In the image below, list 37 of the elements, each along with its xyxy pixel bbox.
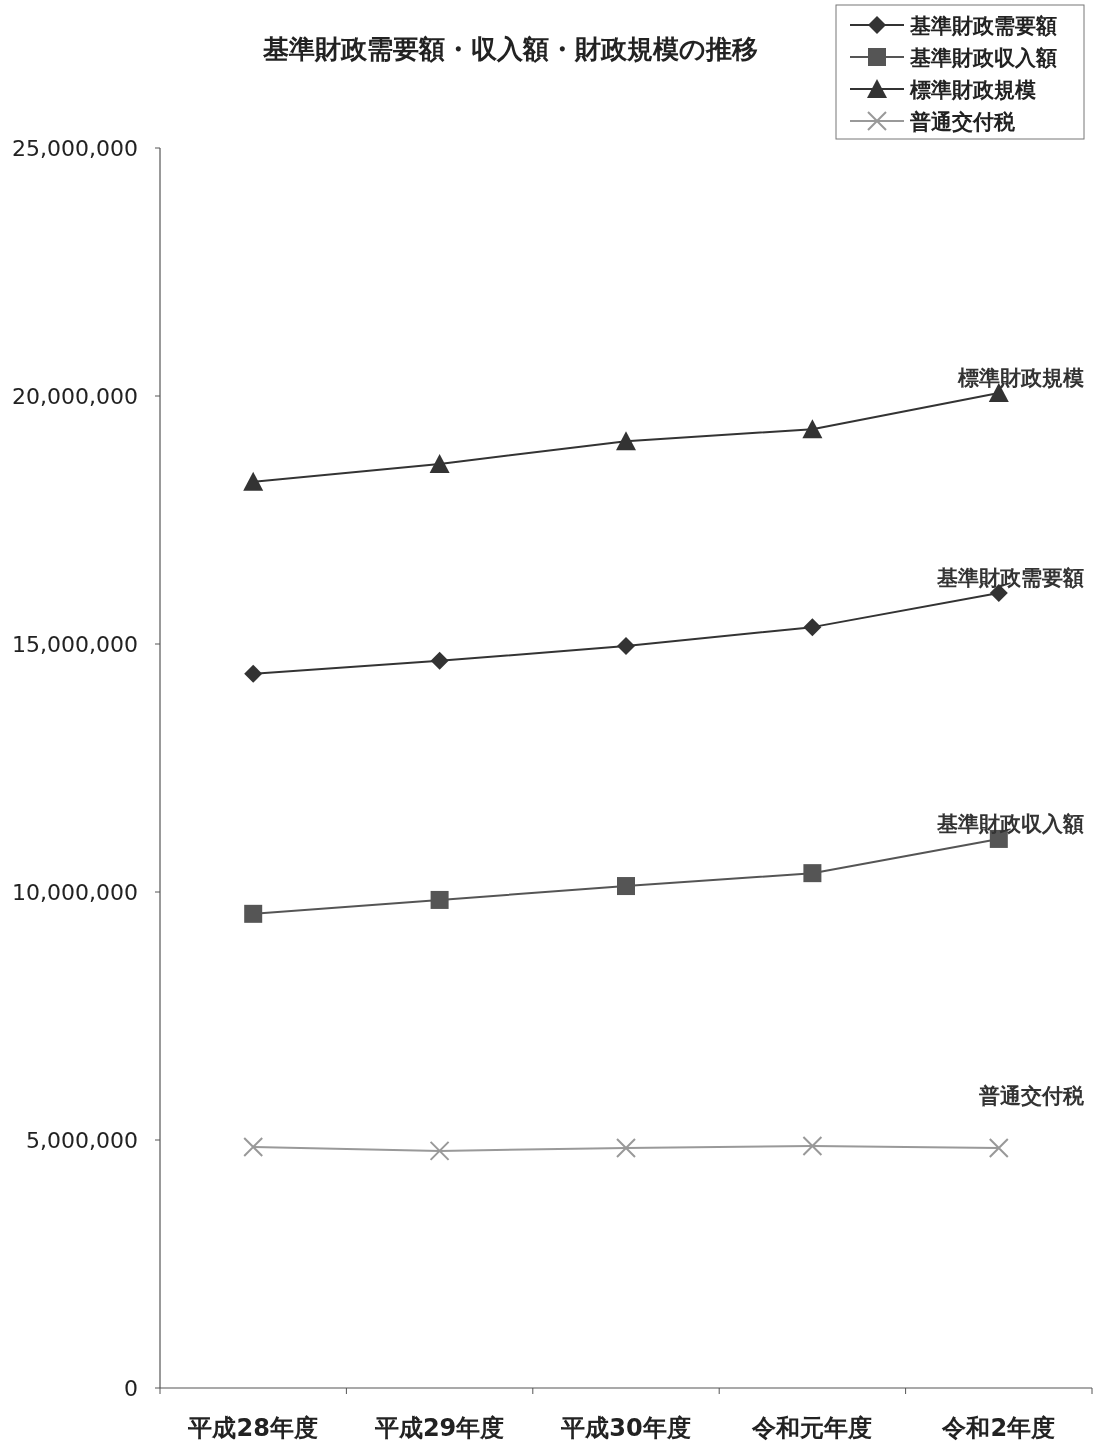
chart-title: 基準財政需要額・収入額・財政規模の推移 bbox=[261, 34, 758, 64]
point bbox=[430, 651, 449, 670]
point bbox=[429, 453, 450, 473]
point bbox=[430, 890, 449, 909]
y-tick-label: 20,000,000 bbox=[12, 384, 138, 409]
text: 普通交付税 bbox=[979, 1083, 1084, 1108]
x-tick-label: 平成30年度 bbox=[560, 1414, 691, 1442]
y-tick-label: 25,000,000 bbox=[12, 136, 138, 161]
legend-label: 基準財政収入額 bbox=[909, 46, 1057, 70]
point bbox=[616, 1137, 636, 1158]
point bbox=[802, 1135, 823, 1156]
x-tick-label: 平成29年度 bbox=[373, 1414, 505, 1442]
text: 基準財政収入額 bbox=[937, 811, 1084, 836]
point bbox=[244, 904, 263, 923]
y-tick-label: 10,000,000 bbox=[12, 880, 138, 905]
point bbox=[616, 431, 636, 451]
legend-label: 標準財政規模 bbox=[909, 78, 1036, 102]
point bbox=[988, 1137, 1009, 1158]
x-tick-label: 令和2年度 bbox=[941, 1414, 1056, 1442]
point bbox=[243, 471, 264, 491]
point bbox=[802, 419, 823, 439]
point bbox=[803, 618, 822, 637]
x-tick-label: 令和元年度 bbox=[751, 1414, 873, 1442]
legend-label: 普通交付税 bbox=[909, 110, 1016, 134]
y-tick-label: 5,000,000 bbox=[26, 1128, 138, 1153]
point bbox=[617, 877, 635, 896]
point bbox=[244, 664, 263, 683]
text: 標準財政規模 bbox=[958, 366, 1084, 391]
legend-label: 基準財政需要額 bbox=[909, 14, 1057, 38]
y-tick-label: 0 bbox=[124, 1376, 138, 1401]
y-tick-label: 15,000,000 bbox=[12, 632, 138, 657]
x-tick-label: 平成28年度 bbox=[187, 1414, 318, 1442]
point bbox=[243, 1136, 264, 1157]
point bbox=[429, 1140, 450, 1161]
point bbox=[803, 864, 822, 883]
point bbox=[617, 636, 635, 655]
text: 基準財政需要額 bbox=[937, 565, 1084, 590]
